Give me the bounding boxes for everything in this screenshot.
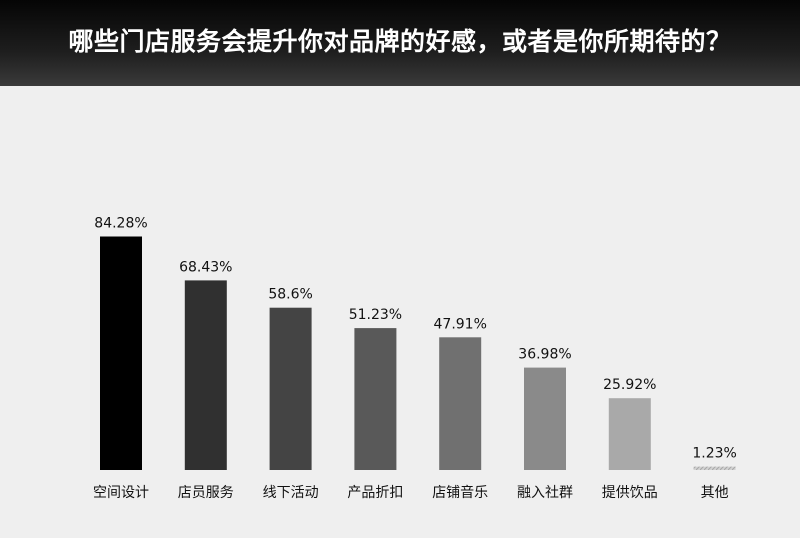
- bar-4: [354, 328, 397, 470]
- bar-5: [439, 337, 482, 470]
- category-label-4: 产品折扣: [347, 485, 403, 501]
- chart-header: 哪些门店服务会提升你对品牌的好感，或者是你所期待的？: [0, 0, 800, 86]
- bar-chart: 84.28% 空间设计 68.43% 店员服务 58.6% 线下活动 51.23% 产品折扣 4…: [0, 86, 800, 534]
- bar-value-label-8: 1.23%: [692, 446, 736, 462]
- bar-chart-svg: 84.28% 空间设计 68.43% 店员服务 58.6% 线下活动 51.23% 产品折扣 4…: [93, 216, 737, 502]
- bars-group: 84.28% 空间设计 68.43% 店员服务 58.6% 线下活动 51.23% 产品折扣 4…: [93, 216, 737, 502]
- category-label-8: 其他: [701, 485, 729, 501]
- bar-1: [100, 236, 142, 470]
- chart-title: 哪些门店服务会提升你对品牌的好感，或者是你所期待的？: [68, 27, 732, 56]
- bar-2: [184, 280, 227, 470]
- bar-value-label-7: 25.92%: [603, 377, 656, 393]
- bar-3: [269, 307, 312, 470]
- category-label-3: 线下活动: [263, 485, 319, 501]
- bar-6: [524, 367, 566, 470]
- bar-value-label-1: 84.28%: [94, 216, 147, 232]
- bar-value-label-3: 58.6%: [268, 287, 312, 303]
- category-label-1: 空间设计: [93, 485, 149, 501]
- category-label-6: 融入社群: [517, 485, 573, 501]
- bar-value-label-4: 51.23%: [349, 307, 402, 323]
- category-label-5: 店铺音乐: [432, 484, 488, 501]
- category-label-2: 店员服务: [178, 485, 234, 501]
- bar-7: [608, 398, 651, 470]
- bar-value-label-2: 68.43%: [179, 259, 232, 275]
- bar-value-label-5: 47.91%: [434, 316, 487, 332]
- bar-value-label-6: 36.98%: [518, 347, 571, 363]
- category-label-7: 提供饮品: [602, 485, 658, 501]
- bar-8: [693, 466, 736, 470]
